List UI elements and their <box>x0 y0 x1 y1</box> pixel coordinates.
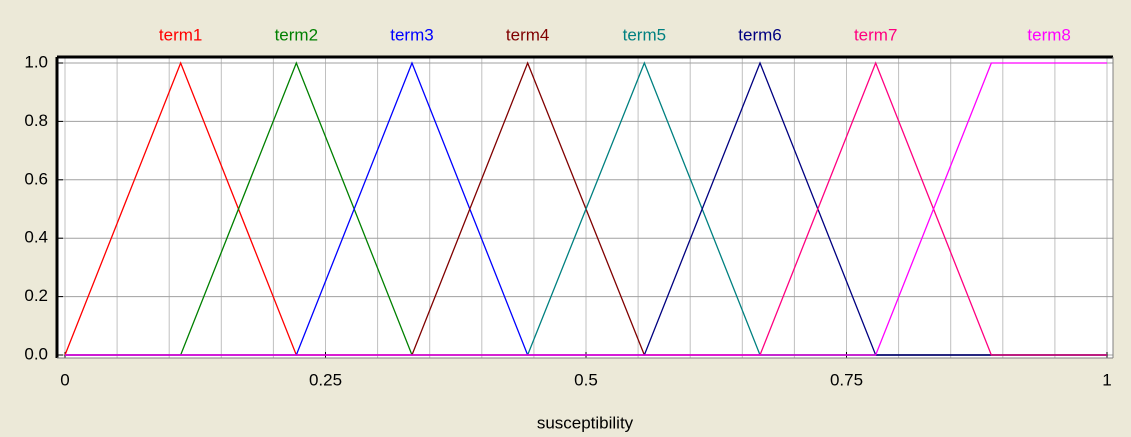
x-tick-label: 1 <box>1102 370 1111 389</box>
legend-label: term2 <box>275 25 318 44</box>
y-tick-label: 1.0 <box>24 52 48 71</box>
membership-line <box>65 62 1107 356</box>
legend-label: term6 <box>738 25 781 44</box>
legend-label: term7 <box>854 25 897 44</box>
legend-label: term5 <box>623 25 666 44</box>
legend-label: term4 <box>506 25 549 44</box>
legend-label: term3 <box>390 25 433 44</box>
x-tick-label: 0.25 <box>309 370 342 389</box>
legend-label: term1 <box>159 25 202 44</box>
y-tick-label: 0.6 <box>24 169 48 188</box>
y-tick-label: 0.0 <box>24 344 48 363</box>
legend-label: term8 <box>1027 25 1070 44</box>
x-tick-label: 0.75 <box>830 370 863 389</box>
y-tick-label: 0.2 <box>24 286 48 305</box>
x-tick-label: 0.5 <box>574 370 598 389</box>
x-tick-label: 0 <box>60 370 69 389</box>
x-axis-label: susceptibility <box>537 413 634 432</box>
y-tick-label: 0.8 <box>24 111 48 130</box>
y-tick-label: 0.4 <box>24 228 48 247</box>
